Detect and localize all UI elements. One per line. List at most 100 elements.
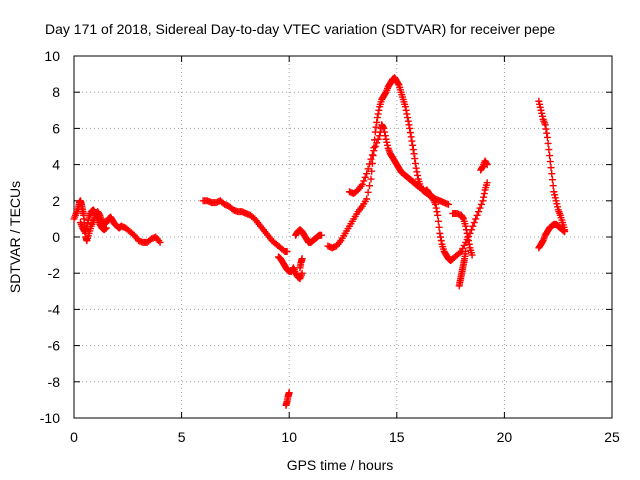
data-point — [543, 129, 551, 137]
data-point — [374, 110, 382, 118]
data-point — [409, 146, 417, 154]
gridlines — [74, 56, 612, 418]
data-point — [437, 237, 445, 245]
data-point — [401, 103, 409, 111]
data-point — [361, 173, 369, 181]
data-point — [394, 80, 402, 88]
data-point — [547, 164, 555, 172]
data-points — [70, 74, 569, 409]
data-point — [406, 124, 414, 132]
y-tick-label: -4 — [48, 301, 61, 317]
series-arc3 — [274, 253, 306, 283]
series-arc7b — [455, 247, 470, 290]
data-point — [283, 247, 291, 255]
data-point — [102, 224, 110, 232]
data-point — [373, 139, 381, 147]
data-point — [298, 269, 306, 277]
y-tick-label: -2 — [48, 265, 61, 281]
data-point — [367, 175, 375, 183]
data-point — [546, 158, 554, 166]
y-axis-label: SDTVAR / TECUs — [7, 181, 23, 293]
data-point — [379, 123, 387, 131]
y-tick-label: 2 — [52, 193, 60, 209]
data-point — [364, 188, 372, 196]
data-point — [156, 238, 164, 246]
data-point — [475, 208, 483, 216]
data-point — [375, 106, 383, 114]
data-point — [381, 132, 389, 140]
x-axis-label: GPS time / hours — [287, 457, 394, 473]
data-point — [462, 226, 470, 234]
data-point — [403, 110, 411, 118]
data-point — [462, 247, 470, 255]
data-point — [548, 170, 556, 178]
y-tick-label: 10 — [44, 48, 60, 64]
data-point — [465, 240, 473, 248]
x-tick-label: 25 — [604, 429, 620, 445]
data-point — [544, 139, 552, 147]
series-arc1 — [70, 197, 164, 246]
data-point — [432, 204, 440, 212]
data-point — [477, 200, 485, 208]
data-point — [463, 229, 471, 237]
data-point — [456, 249, 464, 257]
series-arc6 — [324, 74, 491, 265]
data-point — [371, 143, 379, 150]
data-point — [407, 133, 415, 141]
data-point — [465, 237, 473, 245]
data-point — [543, 133, 551, 141]
data-point — [373, 114, 381, 122]
data-point — [459, 214, 467, 222]
series-arc4 — [282, 389, 293, 409]
y-tick-label: 8 — [52, 84, 60, 100]
data-point — [298, 255, 306, 263]
data-point — [469, 222, 477, 230]
data-point — [483, 161, 491, 169]
series-arc10 — [535, 220, 569, 252]
data-point — [402, 106, 410, 114]
data-point — [483, 179, 491, 187]
data-point — [373, 118, 381, 126]
data-point — [360, 177, 368, 185]
data-point — [368, 167, 376, 175]
data-point — [549, 182, 557, 190]
data-point — [545, 146, 553, 154]
data-point — [542, 125, 550, 133]
data-point — [464, 233, 472, 241]
data-point — [363, 170, 371, 178]
x-tick-label: 20 — [497, 429, 513, 445]
data-point — [368, 151, 376, 159]
y-tick-label: -10 — [40, 410, 60, 426]
data-point — [546, 152, 554, 160]
x-tick-label: 0 — [70, 429, 78, 445]
x-tick-label: 5 — [178, 429, 186, 445]
data-point — [409, 141, 417, 149]
data-point — [285, 389, 293, 397]
data-point — [367, 155, 375, 163]
data-point — [437, 233, 445, 241]
data-point — [548, 176, 556, 184]
data-point — [366, 160, 374, 168]
data-point — [480, 193, 488, 201]
data-point — [366, 182, 374, 190]
y-tick-label: -8 — [48, 374, 61, 390]
x-tick-label: 10 — [281, 429, 297, 445]
data-point — [404, 117, 412, 125]
data-point — [480, 190, 488, 198]
series-arc8 — [477, 157, 491, 174]
data-point — [364, 165, 372, 173]
data-point — [561, 228, 569, 236]
data-point — [413, 168, 421, 176]
data-point — [541, 121, 549, 129]
series-arc5 — [292, 226, 325, 246]
data-point — [433, 208, 441, 216]
data-point — [434, 211, 442, 219]
data-point — [404, 114, 412, 122]
series-arc7 — [449, 209, 476, 259]
data-point — [412, 164, 420, 172]
y-tick-label: -6 — [48, 338, 61, 354]
data-point — [410, 150, 418, 158]
data-point — [405, 121, 413, 129]
data-point — [472, 215, 480, 223]
